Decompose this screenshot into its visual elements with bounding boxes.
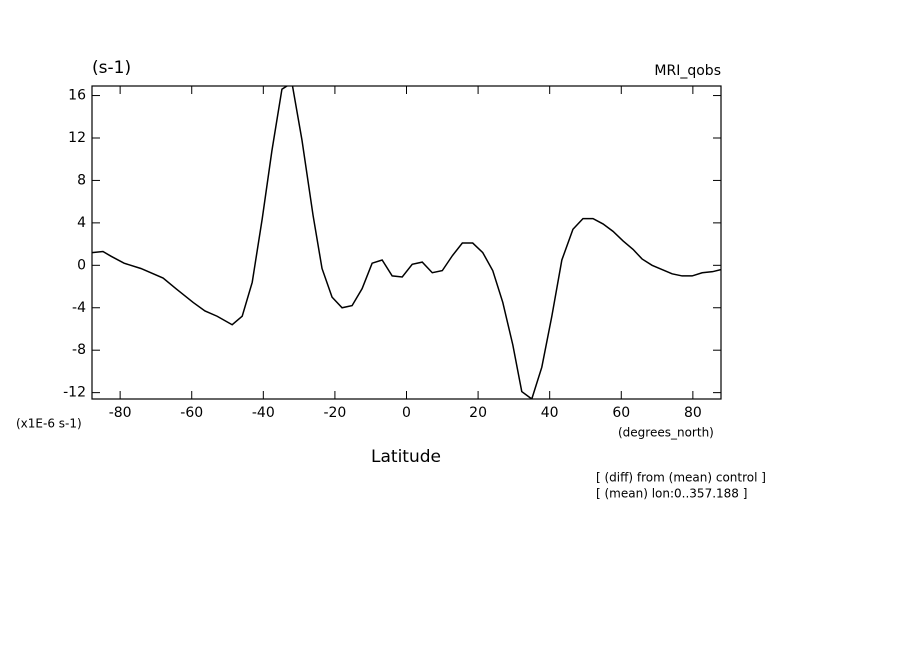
x-tick-label: 60: [612, 405, 630, 421]
x-tick-label: 20: [469, 405, 487, 421]
y-tick-label: 16: [68, 88, 86, 104]
y-tick-label: 12: [68, 130, 86, 146]
annotation: [ (diff) from (mean) control ]: [596, 471, 766, 485]
x-units: (degrees_north): [618, 426, 714, 440]
chart-title: MRI_qobs: [654, 63, 721, 79]
data-line: [92, 86, 721, 399]
annotation: [ (mean) lon:0..357.188 ]: [596, 487, 747, 501]
x-tick-label: 0: [402, 405, 411, 421]
x-tick-label: -80: [109, 405, 132, 421]
x-tick-label: 40: [541, 405, 559, 421]
y-tick-label: -12: [63, 385, 86, 401]
units-label: (s-1): [92, 58, 131, 78]
scale-label: (x1E-6 s-1): [16, 417, 82, 431]
y-tick-label: 8: [77, 172, 86, 188]
x-axis-label: Latitude: [371, 447, 441, 467]
y-tick-label: -4: [72, 300, 86, 316]
x-tick-label: -60: [180, 405, 203, 421]
x-tick-label: -40: [252, 405, 275, 421]
y-tick-label: 0: [77, 257, 86, 273]
y-tick-label: -8: [72, 342, 86, 358]
plot-frame: [91, 85, 722, 400]
x-tick-label: 80: [684, 405, 702, 421]
x-tick-label: -20: [323, 405, 346, 421]
y-tick-label: 4: [77, 215, 86, 231]
